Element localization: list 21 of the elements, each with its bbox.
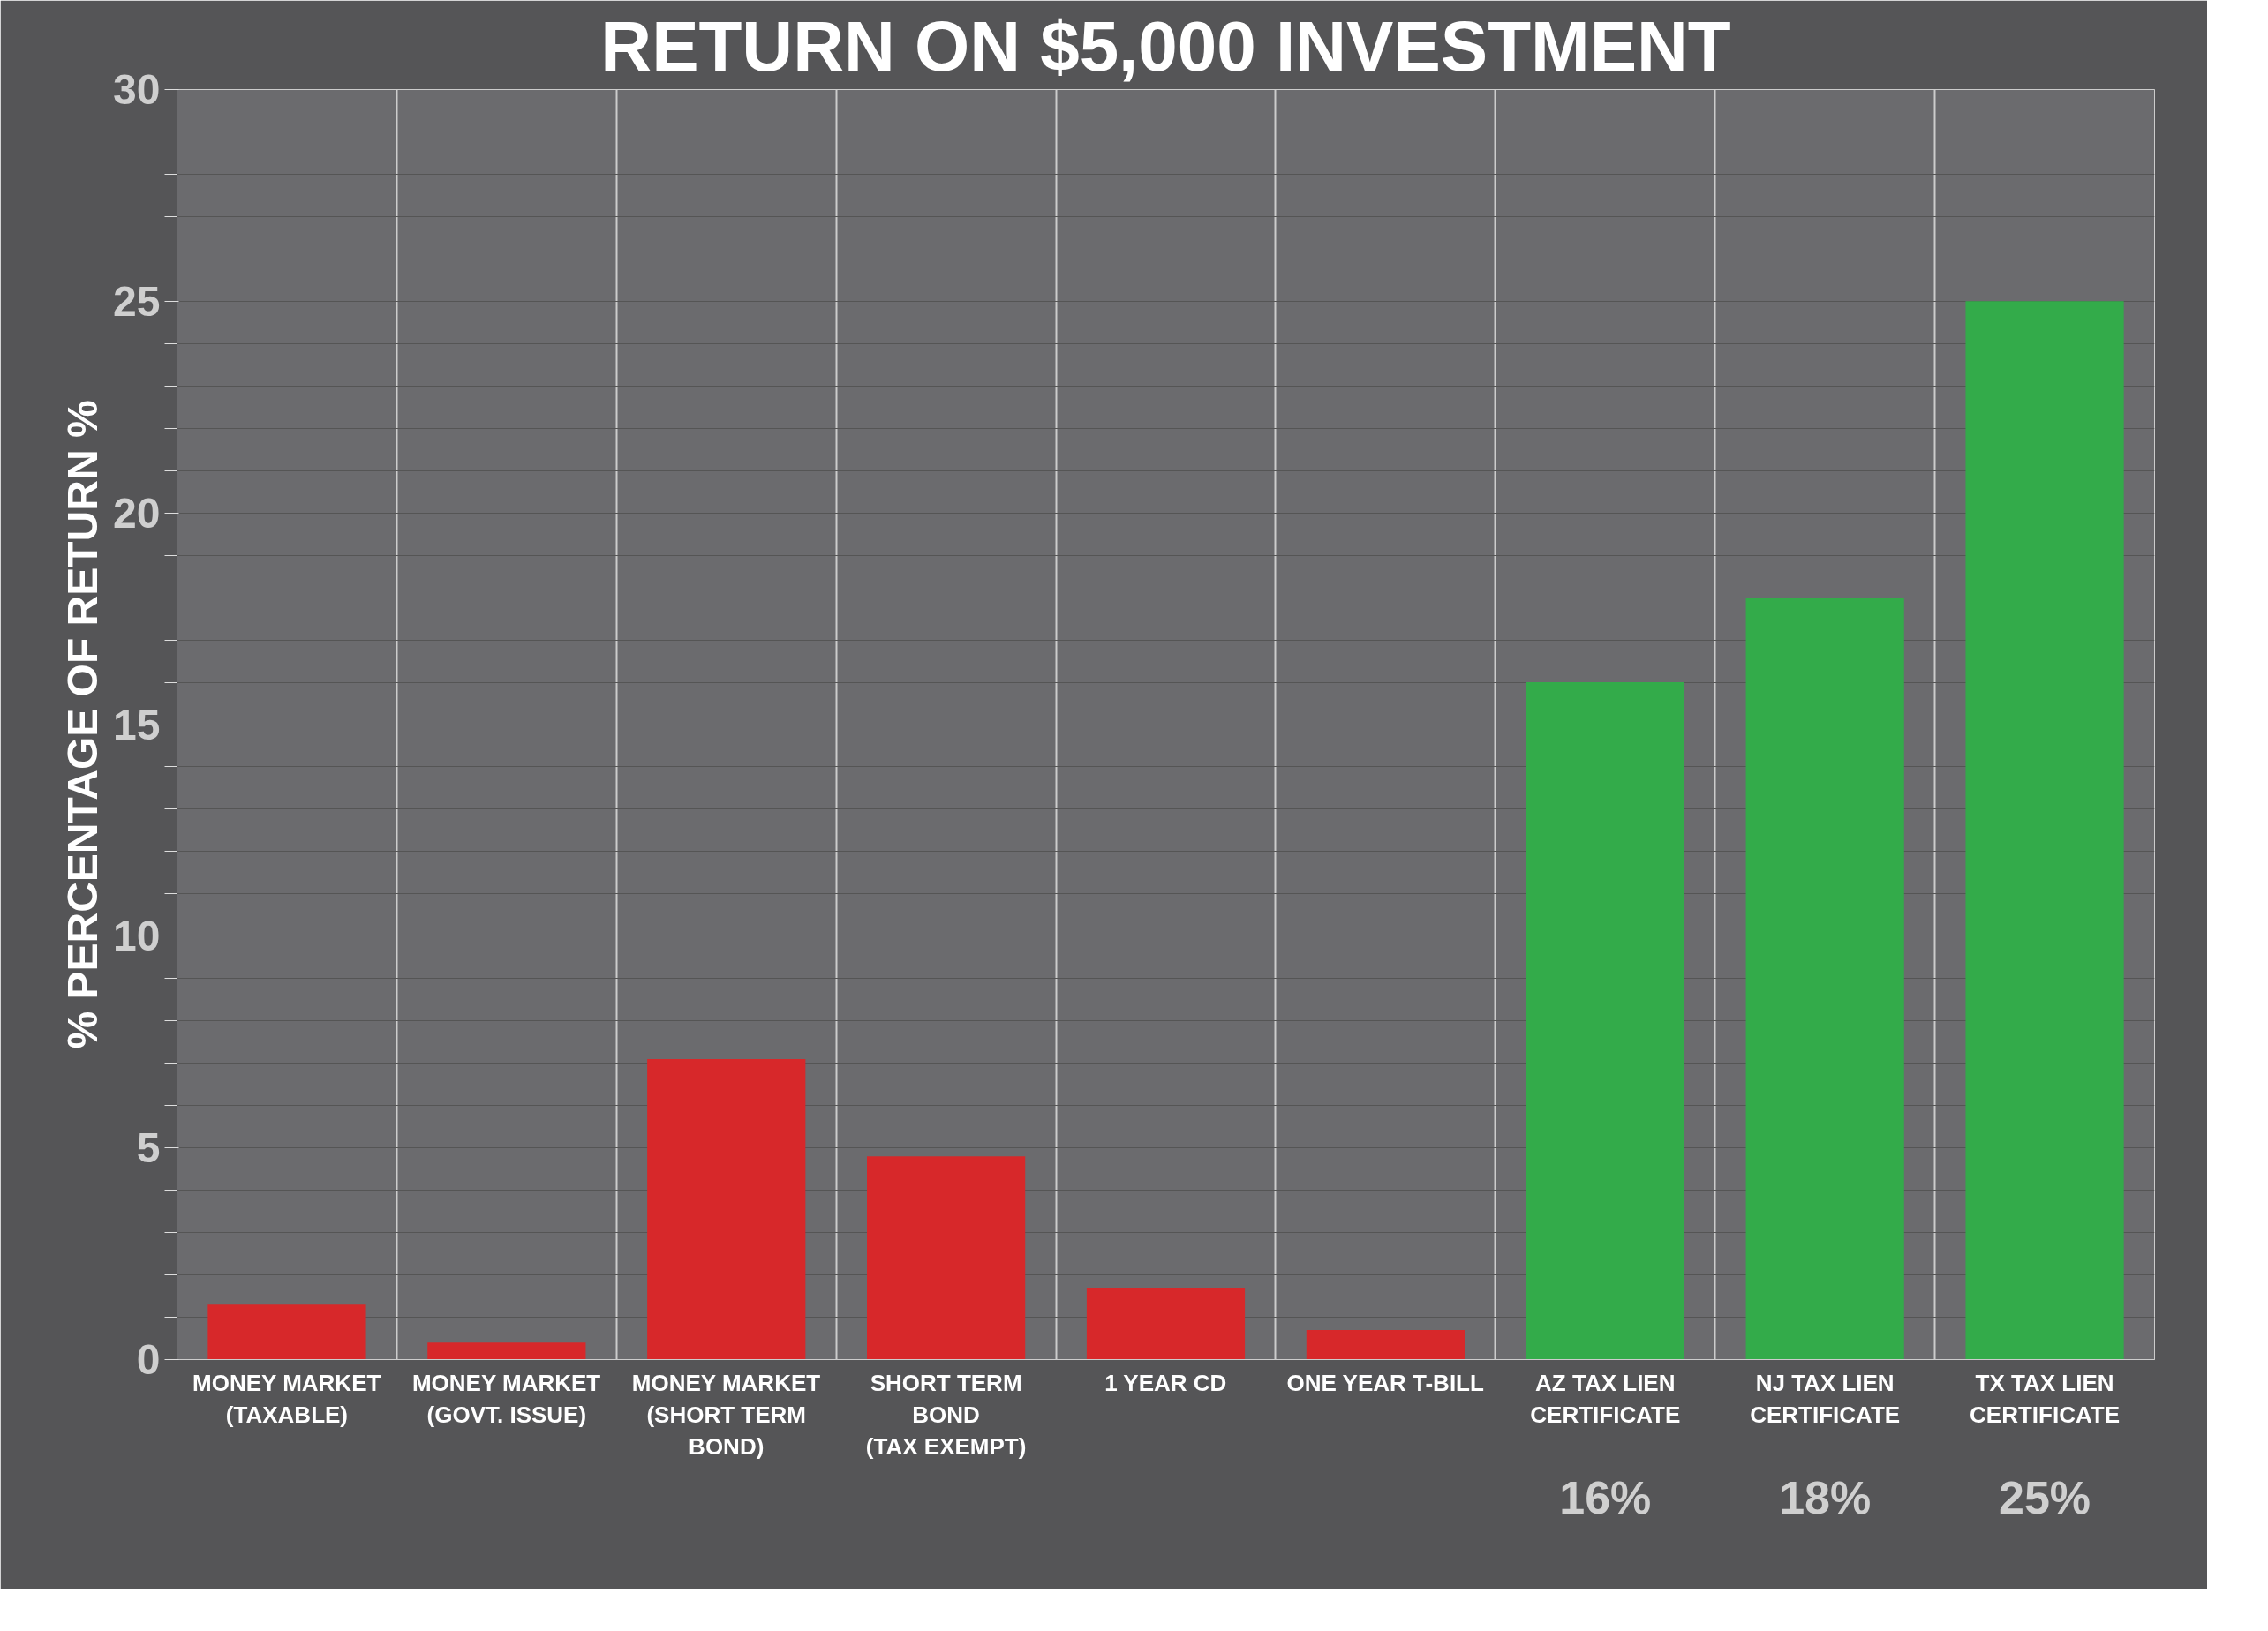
- y-axis-title: % PERCENTAGE OF RETURN %: [59, 400, 107, 1049]
- x-tick-label: SHORT TERM BOND (TAX EXEMPT): [865, 1369, 1027, 1460]
- x-tick-label: ONE YEAR T-BILL: [1286, 1369, 1484, 1396]
- x-tick-label: MONEY MARKET (TAXABLE): [192, 1369, 381, 1428]
- chart-title: RETURN ON $5,000 INVESTMENT: [600, 6, 1731, 86]
- x-tick-label: MONEY MARKET (SHORT TERM BOND): [631, 1369, 821, 1460]
- y-tick-label: 25: [113, 277, 161, 325]
- y-tick-label: 0: [136, 1336, 161, 1383]
- data-label: 25%: [1999, 1471, 2091, 1523]
- y-tick-label: 5: [136, 1124, 161, 1172]
- x-tick-label: TX TAX LIEN CERTIFICATE: [1970, 1369, 2121, 1428]
- data-label: 16%: [1559, 1471, 1652, 1523]
- x-tick-label: NJ TAX LIEN CERTIFICATE: [1750, 1369, 1901, 1428]
- data-label: 18%: [1779, 1471, 1872, 1523]
- x-tick-label: 1 YEAR CD: [1104, 1369, 1227, 1396]
- y-tick-label: 15: [113, 701, 161, 748]
- x-tick-label: MONEY MARKET (GOVT. ISSUE): [411, 1369, 601, 1428]
- y-tick-label: 10: [113, 913, 161, 960]
- x-tick-label: AZ TAX LIEN CERTIFICATE: [1530, 1369, 1681, 1428]
- y-tick-label: 30: [113, 66, 161, 113]
- y-tick-label: 20: [113, 489, 161, 537]
